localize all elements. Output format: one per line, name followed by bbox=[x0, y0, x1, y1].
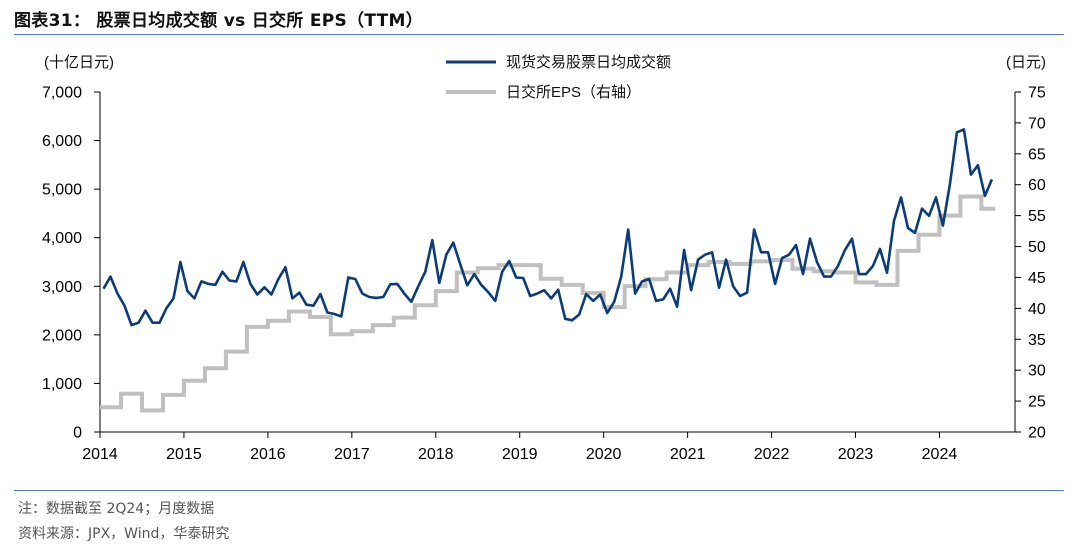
footnote: 注：数据截至 2Q24；月度数据 bbox=[18, 501, 215, 517]
x-tick-label: 2018 bbox=[418, 446, 454, 463]
right-tick-label: 75 bbox=[1028, 85, 1046, 102]
turnover-series-line bbox=[102, 128, 994, 327]
right-tick-label: 45 bbox=[1028, 270, 1046, 287]
axes-layer bbox=[99, 92, 1016, 433]
x-tick-label: 2015 bbox=[166, 446, 202, 463]
left-tick-label: 4,000 bbox=[42, 230, 82, 247]
legend-label-turnover: 现货交易股票日均成交额 bbox=[506, 53, 671, 71]
right-tick-label: 35 bbox=[1028, 332, 1046, 349]
x-tick-label: 2014 bbox=[82, 446, 118, 463]
right-tick-label: 55 bbox=[1028, 208, 1046, 225]
right-tick-label: 40 bbox=[1028, 301, 1046, 318]
x-tick-label: 2017 bbox=[334, 446, 370, 463]
x-tick-label: 2020 bbox=[586, 446, 622, 463]
title-divider bbox=[14, 34, 1064, 35]
left-tick-label: 7,000 bbox=[42, 85, 82, 102]
left-tick-label: 0 bbox=[73, 425, 82, 442]
legend-label-eps: 日交所EPS（右轴） bbox=[506, 83, 641, 101]
right-tick-label: 25 bbox=[1028, 394, 1046, 411]
right-tick-label: 70 bbox=[1028, 115, 1046, 132]
footer-divider bbox=[14, 490, 1064, 491]
source-note: 资料来源：JPX，Wind，华泰研究 bbox=[18, 526, 230, 542]
right-tick-label: 30 bbox=[1028, 363, 1046, 380]
x-tick-label: 2022 bbox=[754, 446, 790, 463]
left-tick-label: 5,000 bbox=[42, 182, 82, 199]
left-tick-label: 3,000 bbox=[42, 279, 82, 296]
left-tick-label: 2,000 bbox=[42, 327, 82, 344]
legend: 现货交易股票日均成交额 日交所EPS（右轴） bbox=[446, 53, 671, 101]
x-tick-label: 2024 bbox=[922, 446, 958, 463]
figure-title: 图表31： 股票日均成交额 vs 日交所 EPS（TTM） bbox=[14, 11, 424, 31]
left-tick-label: 6,000 bbox=[42, 133, 82, 150]
right-tick-label: 20 bbox=[1028, 425, 1046, 442]
x-tick-label: 2023 bbox=[838, 446, 874, 463]
x-tick-label: 2016 bbox=[250, 446, 286, 463]
series-layer bbox=[100, 128, 996, 413]
right-axis-unit: (日元) bbox=[1006, 54, 1046, 71]
eps-series-line bbox=[100, 194, 996, 413]
right-tick-label: 50 bbox=[1028, 239, 1046, 256]
x-tick-label: 2019 bbox=[502, 446, 538, 463]
right-tick-label: 65 bbox=[1028, 146, 1046, 163]
ticks-layer: 0 1,000 2,000 3,000 4,000 5,000 6,000 7,000 20 25… bbox=[42, 85, 1046, 464]
left-axis-unit: (十亿日元) bbox=[44, 54, 114, 71]
right-tick-label: 60 bbox=[1028, 177, 1046, 194]
x-tick-label: 2021 bbox=[670, 446, 706, 463]
left-tick-label: 1,000 bbox=[42, 376, 82, 393]
